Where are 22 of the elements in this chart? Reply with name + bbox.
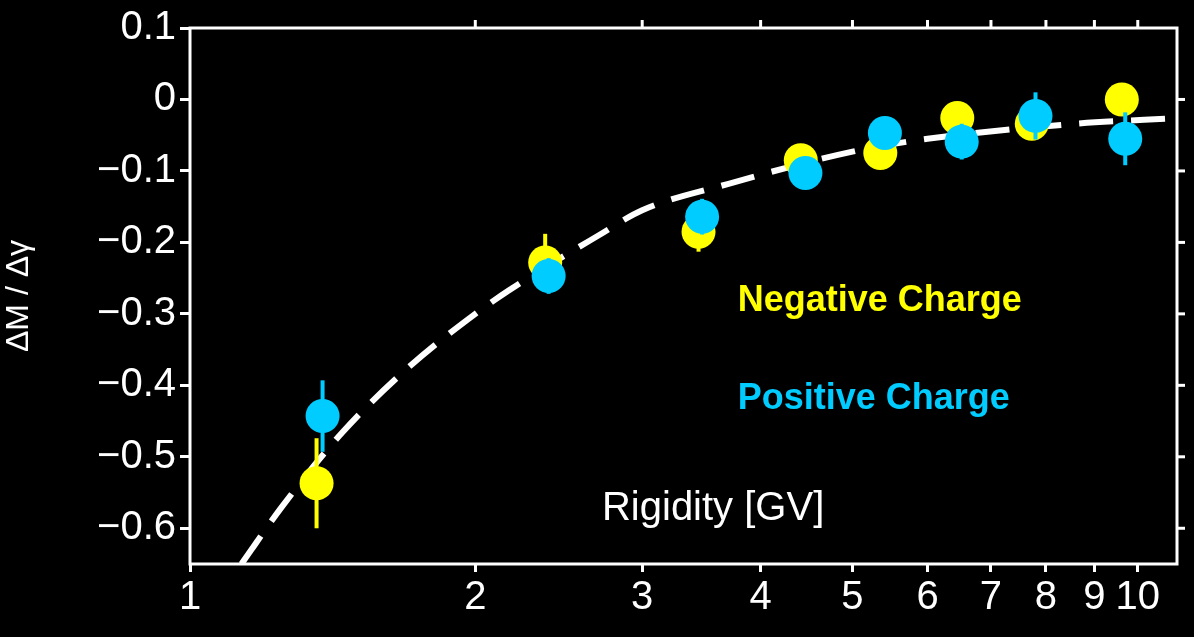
y-axis-title: ΔM / Δγ <box>0 239 36 353</box>
x-tick-label: 1 <box>178 573 202 618</box>
x-tick-label: 6 <box>916 573 939 618</box>
x-tick-label: 9 <box>1083 573 1106 618</box>
y-tick-label: −0.1 <box>97 145 176 190</box>
series-label: Negative Charge <box>737 278 1022 320</box>
y-tick-label: 0 <box>153 74 176 119</box>
x-tick-label: 2 <box>464 573 487 618</box>
y-tick-label: −0.3 <box>97 288 176 333</box>
y-tick-label: −0.4 <box>97 360 176 405</box>
x-tick-label: 3 <box>631 573 654 618</box>
x-tick-label: 10 <box>1115 573 1161 618</box>
y-tick-label: −0.5 <box>97 431 176 476</box>
x-tick-label: 7 <box>979 573 1003 618</box>
x-tick-label: 8 <box>1034 573 1058 618</box>
x-tick-label: 4 <box>749 573 772 618</box>
text: Positive Charge <box>737 376 1010 418</box>
y-tick-label: −0.6 <box>97 503 176 548</box>
x-axis-title: Rigidity [GV] <box>601 484 825 529</box>
y-tick-label: −0.2 <box>97 217 176 262</box>
x-tick-label: 5 <box>841 573 864 618</box>
y-tick-label: 0.1 <box>120 3 176 48</box>
